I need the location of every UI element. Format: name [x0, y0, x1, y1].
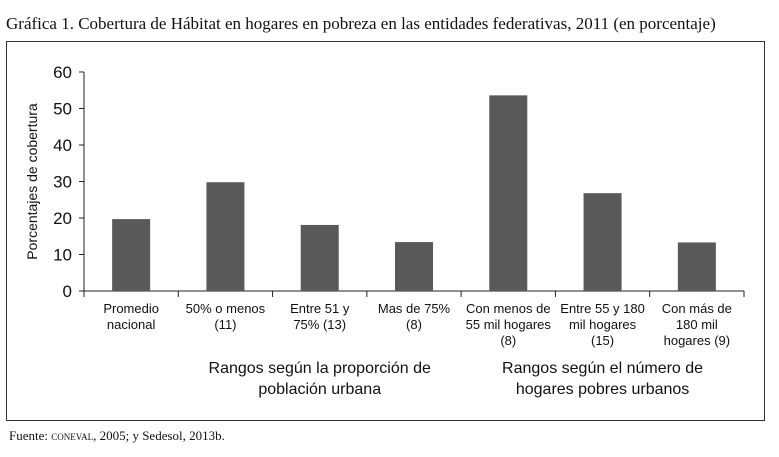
bar	[489, 95, 528, 291]
x-category-label: Promedio nacional	[103, 301, 159, 332]
group-label: Rangos según el número de hogares pobres …	[502, 360, 703, 398]
bar	[395, 242, 433, 291]
x-category-label: Con menos de 55 mil hogares (8)	[466, 301, 552, 348]
y-tick-label: 20	[53, 209, 72, 228]
y-tick-label: 40	[53, 136, 72, 155]
y-tick-label: 10	[53, 246, 72, 265]
x-category-label: 50% o menos (11)	[186, 301, 266, 332]
bar	[112, 219, 151, 291]
x-category-label: Entre 51 y 75% (13)	[290, 301, 350, 332]
x-category-label: Con más de 180 mil hogares (9)	[662, 301, 732, 348]
x-category-label: Mas de 75% (8)	[378, 301, 451, 332]
bar	[677, 242, 716, 291]
bar	[206, 182, 245, 291]
source-rest: , 2005; y Sedesol, 2013b.	[93, 428, 225, 443]
y-tick-label: 50	[53, 100, 72, 119]
x-category-label: Entre 55 y 180 mil hogares (15)	[560, 301, 645, 348]
bar-chart: 0 10 20 30 40 50 60 Promedio nacional 50% o menos…	[24, 63, 745, 398]
chart-title: Gráfica 1. Cobertura de Hábitat en hogar…	[6, 14, 716, 33]
bar	[300, 224, 339, 291]
bar	[583, 193, 622, 291]
y-tick-label: 30	[53, 173, 72, 192]
y-tick-label: 0	[63, 282, 72, 301]
source-note: Fuente: coneval, 2005; y Sedesol, 2013b.	[9, 428, 225, 444]
group-label: Rangos según la proporción de población u…	[209, 360, 431, 398]
y-tick-label: 60	[53, 63, 72, 82]
source-org: coneval	[51, 428, 94, 443]
y-axis-title: Porcentajes de cobertura	[24, 103, 40, 260]
source-prefix: Fuente:	[9, 428, 52, 443]
